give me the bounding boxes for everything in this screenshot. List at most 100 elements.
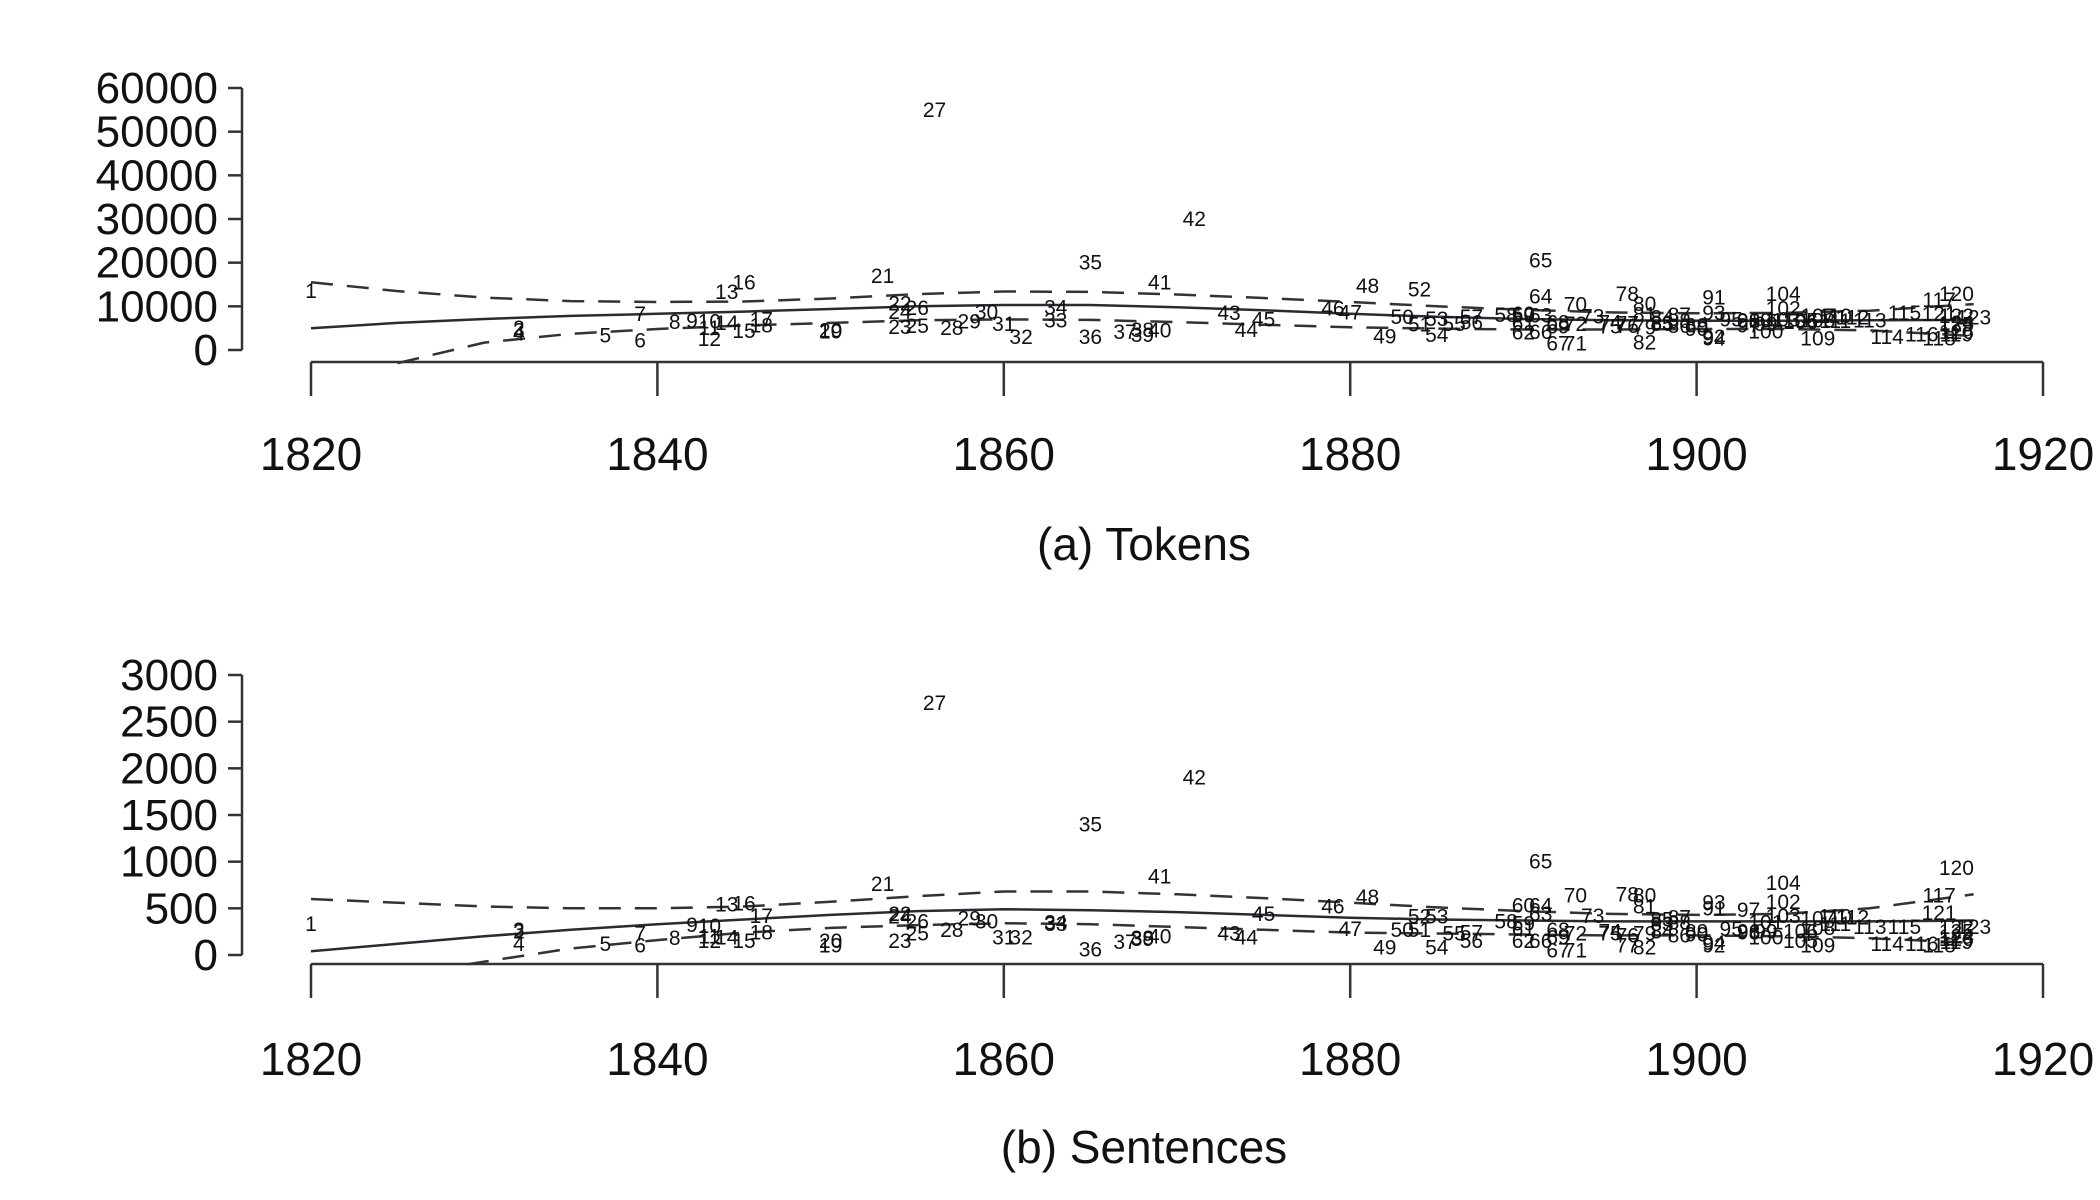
y-tick-label: 0 bbox=[194, 326, 218, 375]
data-point-label: 12 bbox=[698, 328, 721, 351]
y-tick-label: 500 bbox=[145, 884, 218, 933]
data-point-label: 66 bbox=[1529, 321, 1552, 344]
data-point-label: 117 bbox=[1922, 884, 1955, 907]
data-point-label: 41 bbox=[1148, 866, 1171, 889]
data-point-label: 27 bbox=[923, 99, 946, 122]
y-tick-label: 2500 bbox=[120, 698, 218, 747]
data-point-label: 123 bbox=[1956, 306, 1991, 329]
data-point-label: 30 bbox=[975, 301, 998, 324]
data-point-label: 40 bbox=[1148, 319, 1171, 342]
data-point-label: 2 bbox=[513, 921, 525, 944]
data-point-label: 5 bbox=[600, 933, 612, 956]
data-point-label: 104 bbox=[1766, 283, 1801, 306]
data-point-label: 38 bbox=[1131, 319, 1154, 342]
data-point-label: 43 bbox=[1217, 302, 1240, 325]
data-point-label: 37 bbox=[1113, 321, 1136, 344]
data-point-label: 55 bbox=[1442, 923, 1465, 946]
data-point-label: 69 bbox=[1546, 926, 1569, 949]
data-point-label: 97 bbox=[1737, 899, 1760, 922]
data-point-label: 121 bbox=[1922, 902, 1957, 925]
data-point-label: 13 bbox=[715, 281, 738, 304]
data-point-label: 23 bbox=[888, 316, 911, 339]
data-point-label: 66 bbox=[1529, 930, 1552, 953]
data-point-label: 6 bbox=[634, 329, 646, 352]
data-point-label: 87 bbox=[1668, 304, 1691, 327]
data-point-label: 11 bbox=[698, 925, 720, 948]
data-point-label: 46 bbox=[1321, 896, 1344, 919]
data-point-label: 5 bbox=[600, 325, 612, 348]
data-point-label: 107 bbox=[1800, 305, 1835, 328]
data-point-label: 114 bbox=[1870, 326, 1904, 349]
data-point-label: 126 bbox=[1939, 928, 1974, 951]
data-point-label: 105 bbox=[1783, 310, 1818, 333]
data-point-label: 52 bbox=[1408, 906, 1431, 929]
data-point-label: 121 bbox=[1922, 303, 1957, 326]
data-point-label: 84 bbox=[1650, 306, 1674, 329]
data-point-label: 41 bbox=[1148, 271, 1171, 294]
data-point-label: 40 bbox=[1148, 925, 1171, 948]
data-point-label: 101 bbox=[1748, 309, 1783, 332]
data-point-label: 60 bbox=[1512, 895, 1535, 918]
data-point-label: 35 bbox=[1079, 813, 1102, 836]
data-point-label: 116 bbox=[1905, 933, 1938, 956]
data-point-label: 92 bbox=[1702, 935, 1725, 958]
data-point-label: 3 bbox=[513, 319, 525, 342]
data-point-label: 39 bbox=[1131, 928, 1154, 951]
x-tick-label: 1840 bbox=[606, 1033, 708, 1085]
data-point-label: 69 bbox=[1546, 315, 1569, 338]
data-point-label: 44 bbox=[1235, 319, 1259, 342]
data-point-label: 49 bbox=[1373, 326, 1396, 349]
data-point-label: 108 bbox=[1800, 917, 1835, 940]
data-point-label: 67 bbox=[1546, 939, 1569, 962]
data-point-label: 42 bbox=[1183, 767, 1206, 790]
data-point-label: 17 bbox=[750, 905, 773, 928]
data-point-label: 61 bbox=[1512, 918, 1535, 941]
data-point-label: 91 bbox=[1702, 897, 1725, 920]
data-point-label: 60 bbox=[1512, 303, 1535, 326]
data-point-label: 81 bbox=[1633, 304, 1656, 327]
y-tick-label: 1500 bbox=[120, 791, 218, 840]
data-point-label: 58 bbox=[1494, 304, 1517, 327]
y-tick-label: 3000 bbox=[120, 651, 218, 700]
data-point-label: 4 bbox=[513, 322, 525, 345]
data-point-label: 58 bbox=[1494, 910, 1517, 933]
data-point-label: 59 bbox=[1512, 305, 1535, 328]
data-point-label: 32 bbox=[1009, 326, 1032, 349]
data-point-label: 94 bbox=[1702, 932, 1726, 955]
data-point-label: 84 bbox=[1650, 921, 1674, 944]
data-point-label: 46 bbox=[1321, 298, 1344, 321]
data-point-label: 125 bbox=[1939, 921, 1974, 944]
data-point-label: 28 bbox=[940, 317, 963, 340]
data-point-label: 68 bbox=[1546, 312, 1569, 335]
data-point-label: 19 bbox=[819, 935, 842, 958]
x-tick-label: 1880 bbox=[1299, 1033, 1401, 1085]
data-point-label: 45 bbox=[1252, 308, 1275, 331]
data-point-label: 75 bbox=[1598, 923, 1621, 946]
data-point-label: 115 bbox=[1888, 916, 1921, 939]
data-point-label: 62 bbox=[1512, 930, 1535, 953]
data-point-label: 85 bbox=[1650, 909, 1673, 932]
data-point-label: 107 bbox=[1800, 908, 1835, 931]
data-point-label: 14 bbox=[715, 926, 739, 949]
data-point-label: 18 bbox=[750, 315, 773, 338]
data-point-label: 76 bbox=[1616, 315, 1639, 338]
data-point-label: 81 bbox=[1633, 896, 1656, 919]
data-point-label: 15 bbox=[732, 930, 755, 953]
data-point-label: 113 bbox=[1853, 309, 1886, 332]
data-point-label: 102 bbox=[1766, 891, 1801, 914]
data-point-label: 26 bbox=[906, 910, 929, 933]
data-point-label: 82 bbox=[1633, 937, 1656, 960]
data-point-label: 67 bbox=[1546, 332, 1569, 355]
fit-line bbox=[310, 908, 1974, 953]
data-point-label: 1 bbox=[305, 280, 317, 303]
data-point-label: 120 bbox=[1939, 283, 1974, 306]
data-point-label: 83 bbox=[1650, 913, 1673, 936]
data-point-label: 57 bbox=[1460, 922, 1483, 945]
data-point-label: 92 bbox=[1702, 326, 1725, 349]
data-point-label: 36 bbox=[1079, 938, 1102, 961]
data-point-label: 82 bbox=[1633, 332, 1656, 355]
data-point-label: 103 bbox=[1766, 308, 1801, 331]
panel-caption: (b) Sentences bbox=[1001, 1121, 1287, 1173]
data-point-label: 109 bbox=[1800, 935, 1835, 958]
data-point-label: 6 bbox=[634, 935, 646, 958]
